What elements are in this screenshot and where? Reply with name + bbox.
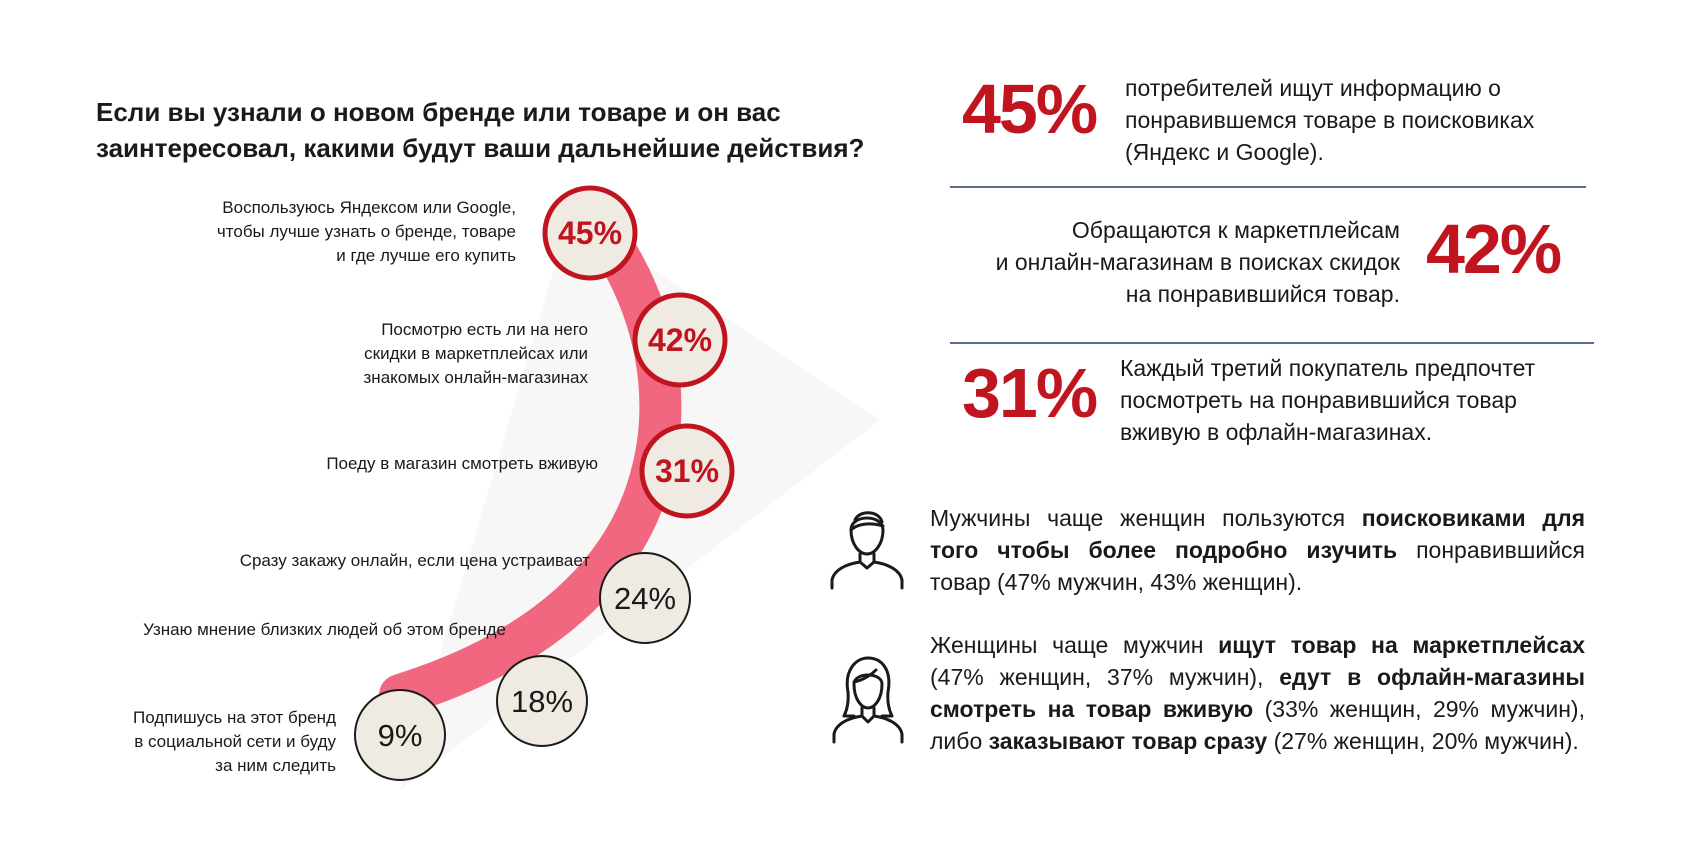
option-label-subscribe-social: Подпишусь на этот бренд в социальной сети… [133, 708, 336, 775]
option-label-order-online: Сразу закажу онлайн, если цена устраивае… [239, 551, 590, 570]
bubble-4 [599, 552, 691, 644]
men-insight-text: Мужчины чаще женщин пользуются поисковик… [930, 505, 1586, 595]
question-line-1: Если вы узнали о новом бренде или товаре… [96, 97, 781, 127]
option-label-marketplace-discounts: Посмотрю есть ли на него скидки в маркетп… [363, 320, 588, 387]
stat-2-percent: 42% [1426, 210, 1562, 288]
divider-1 [950, 186, 1586, 188]
bubble-3 [639, 423, 735, 519]
option-label-search: Воспользуюсь Яндексом или Google, чтобы л… [216, 198, 516, 265]
divider-2 [950, 342, 1594, 344]
question-line-2: заинтересовал, какими будут ваши дальней… [96, 133, 865, 163]
question-title: Если вы узнали о новом бренде или товаре… [96, 94, 916, 166]
stat-2-text: Обращаются к маркетплейсам и онлайн-магаз… [995, 217, 1400, 307]
bubble-value-1: 45% [558, 215, 622, 251]
women-insight-text: Женщины чаще мужчин ищут товар на маркет… [930, 632, 1585, 754]
bubble-value-4: 24% [614, 581, 676, 616]
bubble-6 [354, 689, 446, 781]
bubble-1 [542, 185, 638, 281]
bubble-group: 45% 42% 31% 24% 18% 9% [354, 185, 735, 781]
option-label-offline-store: Поеду в магазин смотреть вживую [326, 454, 598, 473]
stat-1-text: потребителей ищут информацию о понравивше… [1125, 75, 1535, 165]
bubble-value-6: 9% [378, 718, 423, 753]
woman-outline-icon [832, 656, 904, 744]
option-label-ask-relatives: Узнаю мнение близких людей об этом бренд… [143, 620, 506, 639]
man-outline-icon [830, 511, 904, 590]
bubble-5 [496, 655, 588, 747]
bubble-value-5: 18% [511, 684, 573, 719]
bubble-value-2: 42% [648, 322, 712, 358]
bubble-value-3: 31% [655, 453, 719, 489]
stat-3-text: Каждый третий покупатель предпочтет посмо… [1120, 355, 1536, 445]
stat-1-percent: 45% [962, 70, 1098, 148]
stat-3-percent: 31% [962, 354, 1098, 432]
bubble-2 [632, 292, 728, 388]
